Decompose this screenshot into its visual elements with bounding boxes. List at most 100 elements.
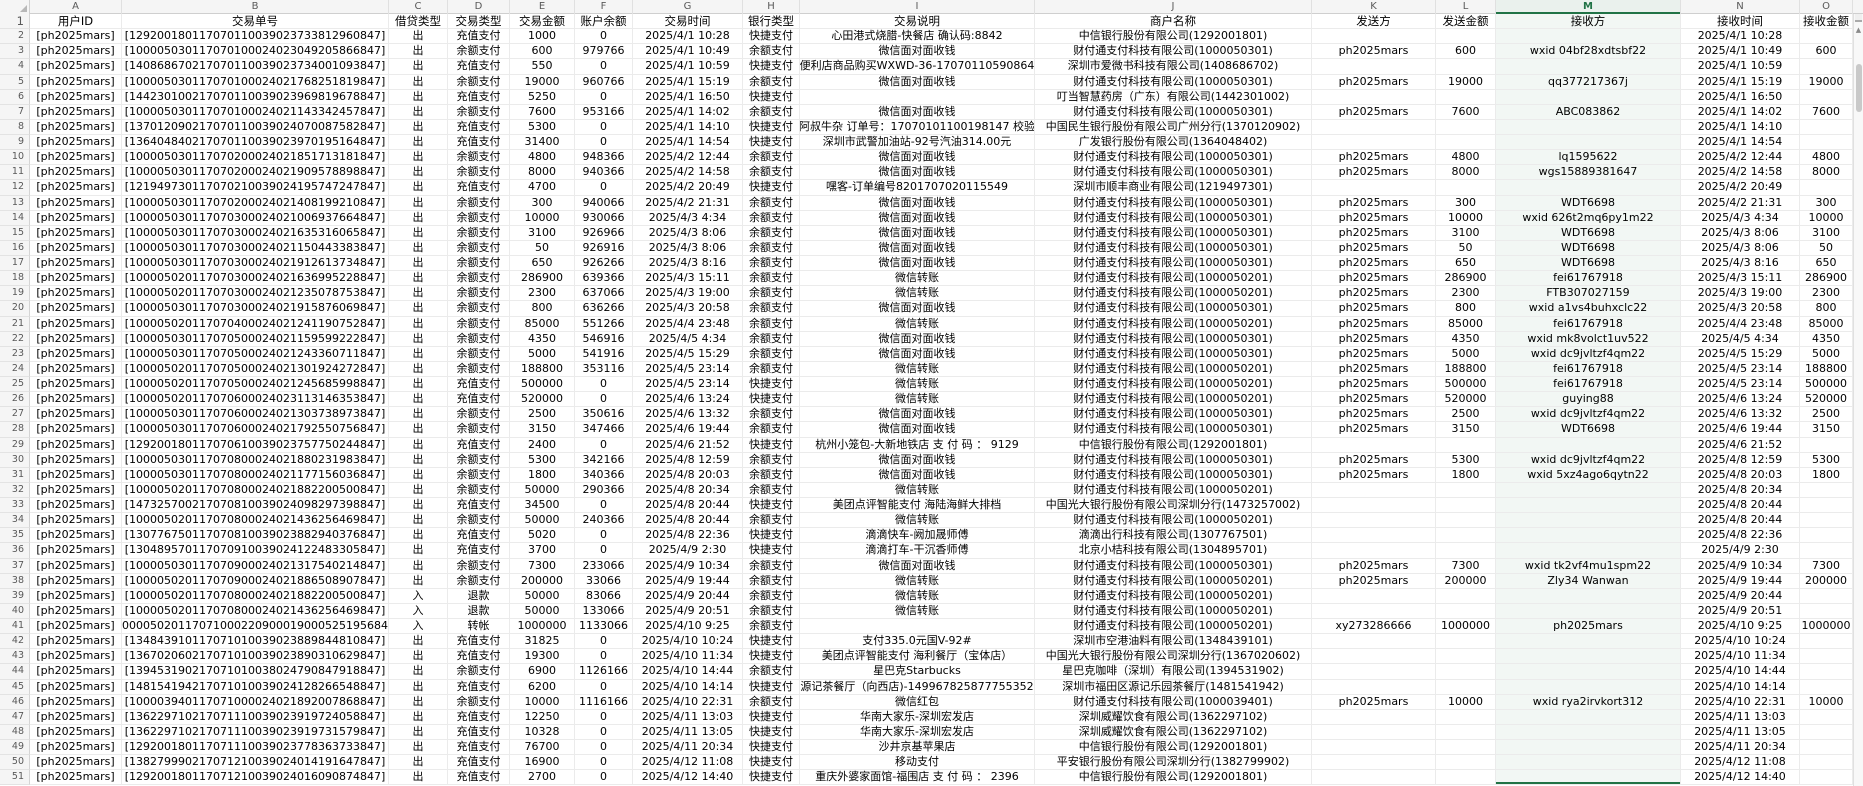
cell-K36[interactable]	[1312, 543, 1436, 559]
cell-A14[interactable]: [ph2025mars]	[30, 210, 122, 226]
cell-D28[interactable]: 余额支付	[448, 422, 510, 438]
cell-I38[interactable]: 微信转账	[800, 573, 1035, 589]
cell-F34[interactable]: 240366	[575, 513, 633, 529]
cell-G30[interactable]: 2025/4/8 12:59	[633, 452, 743, 468]
cell-K18[interactable]: ph2025mars	[1312, 271, 1436, 287]
cell-H12[interactable]: 快捷支付	[743, 180, 800, 196]
cell-E27[interactable]: 2500	[510, 407, 575, 423]
row-number[interactable]: 46	[0, 694, 30, 710]
cell-K32[interactable]	[1312, 482, 1436, 498]
cell-D31[interactable]: 余额支付	[448, 467, 510, 483]
cell-C24[interactable]: 出	[389, 361, 448, 377]
cell-L1[interactable]: 发送金额	[1436, 14, 1496, 30]
cell-C37[interactable]: 出	[389, 558, 448, 574]
cell-O22[interactable]: 4350	[1800, 331, 1853, 347]
cell-E39[interactable]: 50000	[510, 588, 575, 604]
cell-H35[interactable]: 快捷支付	[743, 528, 800, 544]
cell-D32[interactable]: 余额支付	[448, 482, 510, 498]
cell-O11[interactable]: 8000	[1800, 165, 1853, 181]
cell-B51[interactable]: [129200180117071210039024016090874847]	[122, 770, 389, 786]
cell-G9[interactable]: 2025/4/1 14:54	[633, 135, 743, 151]
cell-O44[interactable]	[1800, 664, 1853, 680]
cell-H33[interactable]: 快捷支付	[743, 498, 800, 514]
cell-I16[interactable]: 微信面对面收钱	[800, 240, 1035, 256]
cell-J43[interactable]: 中国光大银行股份有限公司深圳分行(1367020602)	[1035, 649, 1312, 665]
cell-I12[interactable]: 嘿客-订单编号8201707020115549	[800, 180, 1035, 196]
cell-N40[interactable]: 2025/4/9 20:51	[1681, 603, 1800, 619]
cell-O28[interactable]: 3150	[1800, 422, 1853, 438]
cell-I42[interactable]: 支付335.0元国V-92#	[800, 634, 1035, 650]
cell-D3[interactable]: 余额支付	[448, 44, 510, 60]
cell-B34[interactable]: [100005020117070800024021436256469847]	[122, 513, 389, 529]
cell-B28[interactable]: [100005030117070600024021792550756847]	[122, 422, 389, 438]
row-number[interactable]: 29	[0, 437, 30, 453]
cell-N39[interactable]: 2025/4/9 20:44	[1681, 588, 1800, 604]
cell-I22[interactable]: 微信面对面收钱	[800, 331, 1035, 347]
row-number[interactable]: 42	[0, 634, 30, 650]
cell-E24[interactable]: 188800	[510, 361, 575, 377]
cell-J23[interactable]: 财付通支付科技有限公司(1000050301)	[1035, 346, 1312, 362]
cell-C3[interactable]: 出	[389, 44, 448, 60]
cell-G42[interactable]: 2025/4/10 10:24	[633, 634, 743, 650]
cell-B31[interactable]: [100005030117070800024021177156036847]	[122, 467, 389, 483]
cell-N3[interactable]: 2025/4/1 10:49	[1681, 44, 1800, 60]
cell-B23[interactable]: [100005030117070500024021243360711847]	[122, 346, 389, 362]
cell-B16[interactable]: [100005030117070300024021150443383847]	[122, 240, 389, 256]
cell-F33[interactable]: 0	[575, 498, 633, 514]
cell-I28[interactable]: 微信面对面收钱	[800, 422, 1035, 438]
cell-I10[interactable]: 微信面对面收钱	[800, 150, 1035, 166]
cell-G7[interactable]: 2025/4/1 14:02	[633, 104, 743, 120]
cell-G1[interactable]: 交易时间	[633, 14, 743, 30]
cell-F5[interactable]: 960766	[575, 74, 633, 90]
cell-B20[interactable]: [100005030117070300024021915876069847]	[122, 301, 389, 317]
cell-B9[interactable]: [136404840217070110039023970195164847]	[122, 135, 389, 151]
cell-I23[interactable]: 微信面对面收钱	[800, 346, 1035, 362]
cell-K16[interactable]: ph2025mars	[1312, 240, 1436, 256]
cell-C31[interactable]: 出	[389, 467, 448, 483]
row-number[interactable]: 14	[0, 210, 30, 226]
cell-B43[interactable]: [136702060217071010039023890310629847]	[122, 649, 389, 665]
cell-I25[interactable]: 微信转账	[800, 377, 1035, 393]
cell-C7[interactable]: 出	[389, 104, 448, 120]
cell-H28[interactable]: 余额支付	[743, 422, 800, 438]
cell-A3[interactable]: [ph2025mars]	[30, 44, 122, 60]
row-number[interactable]: 37	[0, 558, 30, 574]
cell-N5[interactable]: 2025/4/1 15:19	[1681, 74, 1800, 90]
column-header-M[interactable]: M	[1496, 0, 1681, 14]
cell-O29[interactable]	[1800, 437, 1853, 453]
cell-L24[interactable]: 188800	[1436, 361, 1496, 377]
cell-G19[interactable]: 2025/4/3 19:00	[633, 286, 743, 302]
cell-H32[interactable]: 余额支付	[743, 482, 800, 498]
cell-G2[interactable]: 2025/4/1 10:28	[633, 29, 743, 45]
cell-E45[interactable]: 6200	[510, 679, 575, 695]
row-number[interactable]: 39	[0, 588, 30, 604]
cell-G29[interactable]: 2025/4/6 21:52	[633, 437, 743, 453]
cell-N14[interactable]: 2025/4/3 4:34	[1681, 210, 1800, 226]
cell-L12[interactable]	[1436, 180, 1496, 196]
cell-I18[interactable]: 微信转账	[800, 271, 1035, 287]
cell-N10[interactable]: 2025/4/2 12:44	[1681, 150, 1800, 166]
cell-A23[interactable]: [ph2025mars]	[30, 346, 122, 362]
row-number[interactable]: 31	[0, 467, 30, 483]
cell-M26[interactable]: guying88	[1496, 392, 1681, 408]
column-header-G[interactable]: G	[633, 0, 743, 14]
cell-F4[interactable]: 0	[575, 59, 633, 75]
cell-O34[interactable]	[1800, 513, 1853, 529]
cell-G50[interactable]: 2025/4/12 11:08	[633, 755, 743, 771]
cell-G5[interactable]: 2025/4/1 15:19	[633, 74, 743, 90]
cell-K48[interactable]	[1312, 724, 1436, 740]
cell-E41[interactable]: 1000000	[510, 619, 575, 635]
cell-G40[interactable]: 2025/4/9 20:51	[633, 603, 743, 619]
cell-N43[interactable]: 2025/4/10 11:34	[1681, 649, 1800, 665]
cell-I26[interactable]: 微信转账	[800, 392, 1035, 408]
row-number[interactable]: 3	[0, 44, 30, 60]
cell-G43[interactable]: 2025/4/10 11:34	[633, 649, 743, 665]
cell-O40[interactable]	[1800, 603, 1853, 619]
cell-E48[interactable]: 10328	[510, 724, 575, 740]
row-number[interactable]: 2	[0, 29, 30, 45]
cell-H50[interactable]: 快捷支付	[743, 755, 800, 771]
cell-B13[interactable]: [100005030117070200024021408199210847]	[122, 195, 389, 211]
cell-H17[interactable]: 余额支付	[743, 256, 800, 272]
cell-F7[interactable]: 953166	[575, 104, 633, 120]
cell-E11[interactable]: 8000	[510, 165, 575, 181]
